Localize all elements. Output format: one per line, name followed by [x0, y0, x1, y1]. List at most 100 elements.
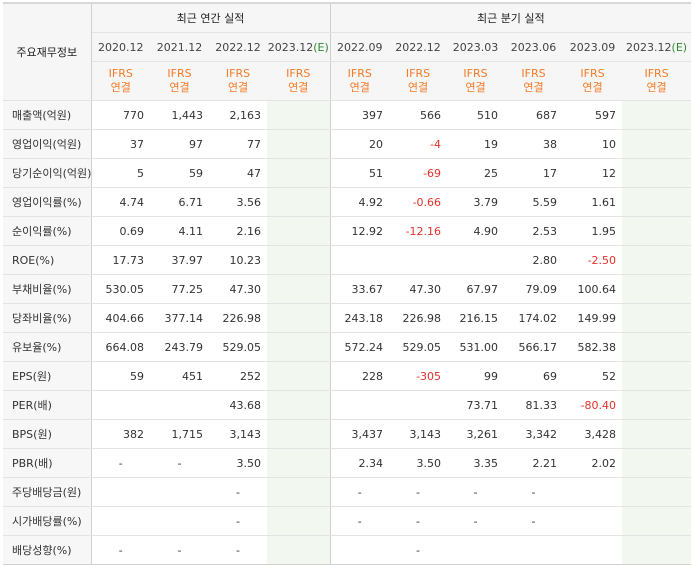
table-cell: [504, 535, 564, 565]
table-cell: 3.50: [389, 448, 448, 478]
table-cell: [267, 535, 331, 565]
table-cell: [267, 390, 331, 420]
table-cell: 99: [447, 361, 505, 391]
accounting-standard: IFRS 연결: [389, 61, 448, 101]
table-cell: [622, 477, 692, 507]
table-cell: [330, 390, 390, 420]
table-cell: [622, 158, 692, 188]
accounting-standard: IFRS 연결: [447, 61, 505, 101]
table-cell: 51: [330, 158, 390, 188]
table-cell: 2.16: [209, 216, 267, 246]
period-label: 2022.09: [337, 40, 383, 54]
table-cell: [622, 361, 692, 391]
standard-label: 연결: [582, 81, 603, 94]
table-cell: -: [447, 506, 505, 536]
period-header: 2022.12: [209, 32, 267, 62]
table-cell: 37.97: [150, 245, 209, 275]
accounting-standard-row: IFRS 연결 IFRS 연결 IFRS 연결 IFRS 연결 IFRS 연결 IFRS 연결 IFRS…: [3, 61, 692, 101]
table-row: PER(배) 43.68 73.71 81.33 -80.40: [3, 390, 692, 420]
accounting-standard: IFRS 연결: [150, 61, 209, 101]
table-cell: 243.18: [330, 303, 390, 333]
accounting-standard: IFRS 연결: [563, 61, 623, 101]
table-cell: -: [91, 448, 150, 478]
table-cell: -: [504, 477, 564, 507]
table-cell: 404.66: [91, 303, 150, 333]
row-label: PER(배): [3, 390, 92, 420]
table-cell: -80.40: [563, 390, 623, 420]
period-header: 2023.09: [563, 32, 623, 62]
period-header: 2021.12: [150, 32, 209, 62]
table-cell: 12: [563, 158, 623, 188]
financial-rows: 매출액(억원) 770 1,443 2,163 397 566 510 687 597 영업이익(…: [3, 100, 692, 565]
table-cell: [267, 477, 331, 507]
table-row: 매출액(억원) 770 1,443 2,163 397 566 510 687 597: [3, 100, 692, 130]
table-cell: [267, 158, 331, 188]
standard-label: 연결: [227, 81, 249, 94]
table-cell: 69: [504, 361, 564, 391]
table-row: 영업이익(억원) 37 97 77 20 -4 19 38 10: [3, 129, 692, 159]
table-cell: [622, 216, 692, 246]
period-header: 2020.12: [91, 32, 150, 62]
table-cell: 226.98: [389, 303, 448, 333]
estimate-mark: (E): [671, 40, 688, 54]
table-cell: -: [209, 535, 267, 565]
table-cell: 510: [447, 100, 505, 130]
table-cell: 174.02: [504, 303, 564, 333]
table-cell: 3,143: [209, 419, 267, 449]
standard-label: 연결: [523, 81, 544, 94]
table-cell: [622, 448, 692, 478]
standard-label: IFRS: [521, 67, 546, 80]
annual-results-header: 최근 연간 실적: [91, 2, 331, 33]
table-cell: 6.71: [150, 187, 209, 217]
table-cell: [622, 419, 692, 449]
table-row: ROE(%) 17.73 37.97 10.23 2.80 -2.50: [3, 245, 692, 275]
table-cell: [330, 245, 390, 275]
period-label: 2020.12: [98, 40, 144, 54]
accounting-standard: IFRS 연결: [330, 61, 390, 101]
table-cell: -12.16: [389, 216, 448, 246]
table-cell: 1.61: [563, 187, 623, 217]
table-row: EPS(원) 59 451 252 228 -305 99 69 52: [3, 361, 692, 391]
table-cell: [563, 506, 623, 536]
table-cell: [267, 506, 331, 536]
table-cell: [267, 303, 331, 333]
table-cell: [622, 274, 692, 304]
table-cell: 73.71: [447, 390, 505, 420]
period-label: 2021.12: [156, 40, 203, 54]
table-cell: 1,443: [150, 100, 209, 130]
table-cell: 47.30: [209, 274, 267, 304]
standard-label: 연결: [288, 81, 309, 94]
table-cell: -0.66: [389, 187, 448, 217]
estimate-mark: (E): [313, 40, 329, 54]
table-cell: 597: [563, 100, 623, 130]
table-cell: 1,715: [150, 419, 209, 449]
standard-label: 연결: [349, 81, 370, 94]
table-cell: 216.15: [447, 303, 505, 333]
table-cell: -: [209, 506, 267, 536]
table-cell: 100.64: [563, 274, 623, 304]
table-cell: [267, 187, 331, 217]
period-label: 2023.09: [569, 40, 616, 54]
table-cell: 228: [330, 361, 390, 391]
standard-label: IFRS: [463, 67, 488, 80]
standard-label: 연결: [407, 81, 429, 94]
table-row: 당좌비율(%) 404.66 377.14 226.98 243.18 226.98 216…: [3, 303, 692, 333]
row-label: ROE(%): [3, 245, 92, 275]
period-header: 2023.06: [504, 32, 564, 62]
table-cell: 582.38: [563, 332, 623, 362]
table-cell: 17.73: [91, 245, 150, 275]
table-cell: 4.92: [330, 187, 390, 217]
table-cell: [267, 361, 331, 391]
table-cell: [267, 100, 331, 130]
table-cell: -2.50: [563, 245, 623, 275]
table-cell: 25: [447, 158, 505, 188]
table-cell: 3,428: [563, 419, 623, 449]
table-cell: 3.50: [209, 448, 267, 478]
table-cell: 77.25: [150, 274, 209, 304]
table-cell: 47.30: [389, 274, 448, 304]
table-cell: 687: [504, 100, 564, 130]
table-cell: 149.99: [563, 303, 623, 333]
accounting-standard: IFRS 연결: [91, 61, 150, 101]
table-cell: [563, 477, 623, 507]
table-cell: 17: [504, 158, 564, 188]
